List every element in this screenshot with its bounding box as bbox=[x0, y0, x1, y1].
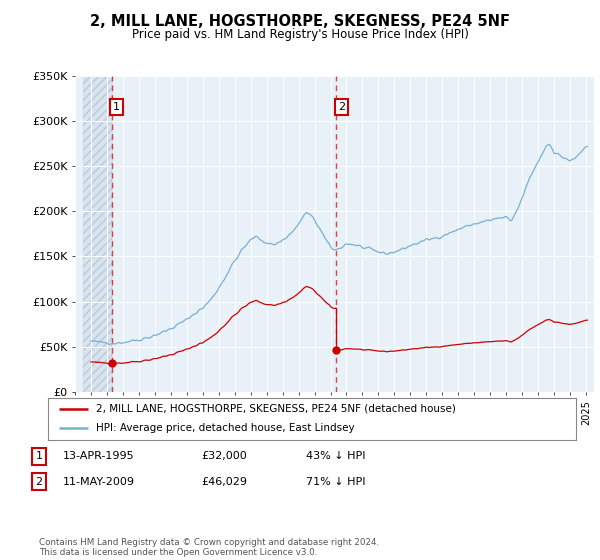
Text: 2, MILL LANE, HOGSTHORPE, SKEGNESS, PE24 5NF (detached house): 2, MILL LANE, HOGSTHORPE, SKEGNESS, PE24… bbox=[95, 404, 455, 414]
Bar bbox=[83, 76, 112, 392]
Text: 2, MILL LANE, HOGSTHORPE, SKEGNESS, PE24 5NF: 2, MILL LANE, HOGSTHORPE, SKEGNESS, PE24… bbox=[90, 14, 510, 29]
Bar bbox=[83, 76, 112, 392]
Text: £46,029: £46,029 bbox=[201, 477, 247, 487]
Text: Price paid vs. HM Land Registry's House Price Index (HPI): Price paid vs. HM Land Registry's House … bbox=[131, 28, 469, 41]
Text: 43% ↓ HPI: 43% ↓ HPI bbox=[306, 451, 365, 461]
Text: 1: 1 bbox=[113, 102, 120, 112]
Text: 13-APR-1995: 13-APR-1995 bbox=[63, 451, 134, 461]
Text: Contains HM Land Registry data © Crown copyright and database right 2024.
This d: Contains HM Land Registry data © Crown c… bbox=[39, 538, 379, 557]
Text: 11-MAY-2009: 11-MAY-2009 bbox=[63, 477, 135, 487]
Text: £32,000: £32,000 bbox=[201, 451, 247, 461]
Text: HPI: Average price, detached house, East Lindsey: HPI: Average price, detached house, East… bbox=[95, 423, 354, 433]
Text: 71% ↓ HPI: 71% ↓ HPI bbox=[306, 477, 365, 487]
Text: 2: 2 bbox=[35, 477, 43, 487]
Text: 1: 1 bbox=[35, 451, 43, 461]
Text: 2: 2 bbox=[338, 102, 345, 112]
